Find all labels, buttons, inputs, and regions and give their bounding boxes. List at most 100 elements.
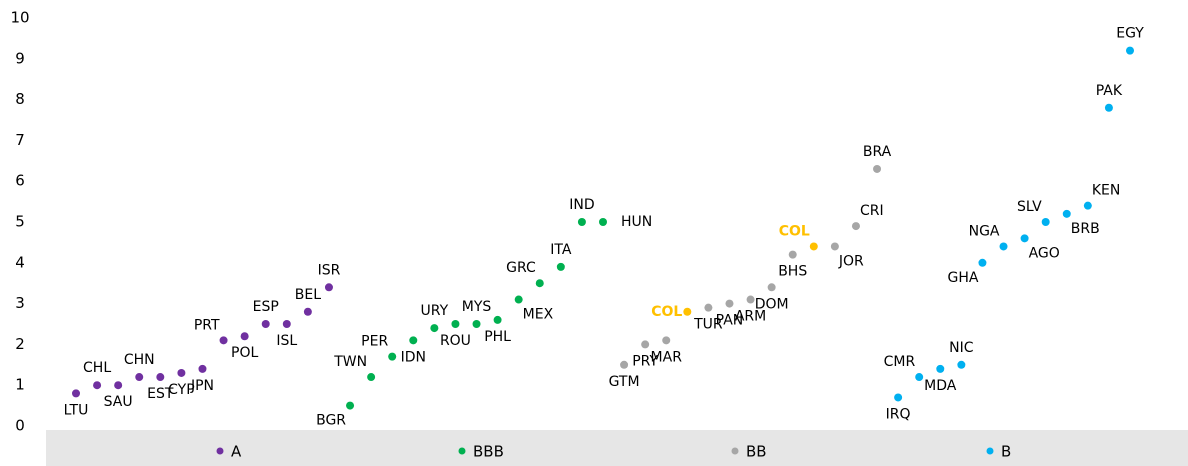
point	[936, 364, 945, 373]
y-tick-label: 5	[15, 213, 25, 231]
point-label: ROU	[440, 333, 471, 349]
y-tick-label: 2	[15, 335, 25, 353]
point-label: NIC	[949, 340, 974, 356]
point-label: TWN	[333, 354, 367, 370]
point	[472, 320, 481, 328]
point-label: IND	[569, 197, 594, 213]
point-label: PER	[361, 334, 388, 350]
point-label: HUN	[621, 214, 652, 230]
point-label: MAR	[651, 349, 683, 365]
point-label: BGR	[316, 413, 346, 429]
point	[978, 258, 987, 267]
point-label: AGO	[1029, 245, 1060, 261]
point	[767, 283, 776, 292]
point	[725, 299, 734, 308]
point	[788, 250, 797, 259]
legend-marker	[458, 447, 466, 455]
point-label: MEX	[523, 307, 554, 323]
y-tick-label: 9	[15, 49, 25, 67]
point-label: SLV	[1017, 199, 1042, 215]
point	[1020, 234, 1029, 243]
point	[451, 320, 460, 328]
point-label: KEN	[1092, 183, 1121, 199]
point	[683, 307, 692, 316]
point-label: LTU	[64, 402, 89, 418]
point-label: JPN	[190, 378, 214, 394]
point-label: GRC	[506, 260, 536, 276]
point-label: PHL	[484, 329, 511, 345]
point-label: GHA	[947, 270, 978, 286]
point	[493, 315, 502, 324]
point	[198, 364, 207, 373]
point-label: PAK	[1096, 83, 1123, 99]
point-label: BEL	[295, 287, 321, 303]
point-label: POL	[231, 345, 258, 361]
y-tick-label: 1	[15, 376, 25, 394]
point-label: BRA	[863, 144, 892, 160]
point-label: CHN	[124, 352, 155, 368]
point-label: GTM	[609, 374, 640, 390]
point-label: CYP	[168, 382, 195, 398]
point-label: IDN	[401, 349, 426, 365]
point	[851, 222, 860, 231]
point-label: IRQ	[886, 406, 911, 422]
point	[662, 336, 671, 345]
point	[1126, 46, 1134, 55]
point	[388, 352, 397, 361]
legend-marker	[986, 447, 994, 455]
point	[915, 373, 924, 382]
point	[599, 218, 607, 226]
point-label: BRB	[1071, 221, 1100, 237]
point-label: DOM	[755, 296, 789, 312]
point-label: ISL	[276, 333, 297, 349]
point	[177, 368, 186, 377]
point	[746, 295, 755, 304]
point-label: ARM	[735, 309, 766, 325]
point	[346, 401, 355, 410]
legend-label: A	[231, 443, 242, 461]
point	[873, 164, 882, 173]
point-label: PRT	[194, 317, 220, 333]
point	[93, 381, 102, 390]
point	[514, 295, 523, 304]
point	[894, 393, 903, 402]
legend-band	[46, 430, 1188, 466]
point	[577, 218, 586, 226]
point-label: SAU	[104, 394, 133, 410]
y-tick-label: 3	[15, 294, 25, 312]
point	[830, 242, 839, 251]
point	[999, 242, 1008, 251]
point	[324, 283, 333, 292]
point-label: PAN	[716, 313, 744, 329]
point-label: COL	[779, 223, 810, 239]
point-label: CMR	[884, 354, 916, 370]
point	[430, 324, 439, 333]
point	[809, 242, 818, 251]
point-label: JOR	[838, 253, 864, 269]
point-label: PRY	[632, 353, 658, 369]
point	[303, 307, 312, 316]
y-tick-label: 4	[15, 253, 25, 271]
point	[641, 340, 650, 349]
point-label: ESP	[253, 299, 279, 315]
y-tick-label: 7	[15, 131, 25, 149]
point	[556, 262, 565, 271]
point	[1062, 209, 1071, 218]
legend-marker	[216, 447, 224, 455]
y-tick-label: 6	[15, 172, 25, 190]
point-label: ISR	[318, 262, 341, 278]
point	[219, 336, 228, 345]
point	[620, 360, 629, 369]
point	[409, 336, 418, 345]
point-label: URY	[421, 303, 449, 319]
y-tick-label: 10	[10, 9, 29, 27]
point-label: ITA	[550, 242, 572, 258]
legend-label: BB	[746, 443, 767, 461]
legend-marker	[731, 447, 739, 455]
point-label: CHL	[83, 360, 111, 376]
point-label: TUR	[693, 317, 723, 333]
point	[367, 373, 376, 382]
point-label: MDA	[924, 378, 957, 394]
point-label: CRI	[860, 203, 884, 219]
point	[957, 360, 966, 369]
